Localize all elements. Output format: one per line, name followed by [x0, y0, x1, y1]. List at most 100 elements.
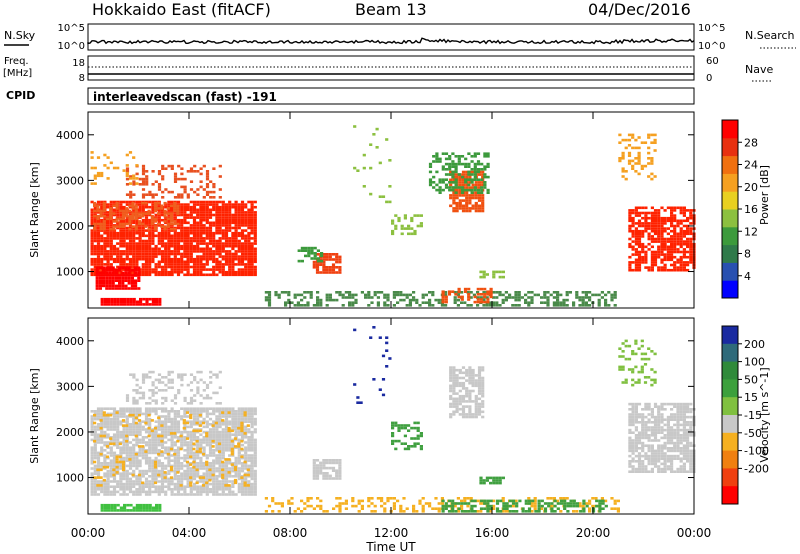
- power-cell: [237, 239, 241, 243]
- power-cell: [208, 231, 213, 235]
- power-cell: [452, 196, 456, 200]
- power-cell: [221, 221, 225, 225]
- power-cell: [157, 247, 161, 251]
- velocity-cell: [112, 425, 117, 429]
- velocity-cell: [122, 415, 126, 418]
- power-cell: [183, 211, 187, 214]
- power-cell: [476, 287, 480, 291]
- power-cell: [228, 211, 232, 214]
- velocity-cell: [134, 452, 138, 456]
- velocity-cell: [410, 437, 414, 440]
- velocity-cell: [247, 438, 251, 442]
- power-cell: [202, 200, 206, 204]
- power-cell: [424, 293, 428, 297]
- velocity-cell: [215, 410, 219, 413]
- power-cell: [234, 244, 238, 248]
- velocity-cell: [141, 378, 146, 382]
- power-cell: [689, 209, 693, 212]
- velocity-cell: [128, 425, 133, 429]
- velocity-cell: [208, 472, 213, 475]
- velocity-cell: [199, 451, 203, 455]
- power-cell: [107, 300, 111, 304]
- power-cell: [228, 268, 232, 271]
- power-cell: [682, 268, 686, 272]
- power-cell: [95, 274, 99, 277]
- power-cell: [657, 211, 661, 215]
- velocity-cell: [221, 460, 225, 464]
- velocity-cell: [228, 475, 232, 478]
- velocity-cell: [116, 509, 120, 512]
- power-cell: [234, 237, 238, 240]
- velocity-cell: [164, 433, 168, 436]
- velocity-cell: [116, 425, 120, 429]
- velocity-cell: [93, 485, 97, 488]
- power-cell: [145, 177, 149, 181]
- velocity-cell: [100, 441, 104, 444]
- power-cell: [224, 224, 229, 227]
- power-cell: [141, 263, 145, 266]
- power-cell: [328, 253, 332, 256]
- power-cell: [673, 250, 677, 254]
- power-cell: [145, 170, 149, 173]
- power-cell: [250, 244, 254, 248]
- velocity-cell: [128, 430, 133, 434]
- velocity-cell: [109, 438, 113, 442]
- power-cell: [96, 200, 101, 204]
- power-cell: [637, 146, 641, 150]
- power-cell: [173, 239, 177, 243]
- velocity-cell: [151, 394, 155, 397]
- power-cell: [682, 206, 686, 210]
- power-cell: [240, 221, 245, 225]
- power-cell: [151, 257, 155, 261]
- power-cell: [250, 257, 254, 261]
- power-cell: [483, 287, 487, 291]
- power-cell: [112, 260, 117, 264]
- velocity-cell: [141, 475, 145, 478]
- power-cell: [316, 291, 320, 294]
- power-cell: [650, 159, 654, 163]
- power-cell: [621, 157, 625, 160]
- power-cell: [464, 188, 468, 192]
- velocity-cell: [221, 456, 225, 460]
- power-cell: [474, 196, 478, 200]
- power-cell: [116, 247, 120, 251]
- power-cell: [215, 257, 219, 261]
- power-cell: [189, 205, 193, 209]
- power-cell: [476, 293, 480, 296]
- power-cell: [167, 252, 171, 256]
- power-cell: [673, 255, 677, 259]
- power-cell: [121, 271, 125, 275]
- power-cell: [244, 229, 248, 232]
- colorbar-tick-label: 4: [744, 270, 751, 283]
- power-cell: [180, 205, 184, 209]
- power-cell: [132, 174, 136, 178]
- power-cell: [237, 218, 241, 222]
- velocity-cell: [224, 407, 229, 410]
- velocity-cell: [183, 485, 187, 488]
- velocity-cell: [103, 475, 107, 478]
- velocity-cell: [244, 456, 248, 460]
- velocity-cell: [221, 451, 225, 455]
- velocity-cell: [247, 449, 251, 452]
- velocity-cell: [142, 503, 146, 507]
- velocity-cell: [215, 441, 219, 444]
- power-cell: [177, 193, 181, 196]
- power-cell: [218, 260, 222, 264]
- power-cell: [481, 204, 485, 208]
- velocity-cell: [227, 411, 231, 414]
- velocity-cell: [96, 482, 101, 486]
- power-cell: [103, 300, 107, 304]
- power-cell: [413, 214, 417, 217]
- velocity-cell: [202, 430, 206, 434]
- power-cell: [641, 211, 645, 215]
- velocity-cell: [335, 477, 339, 480]
- power-cell: [164, 221, 168, 225]
- velocity-cell: [160, 482, 165, 486]
- velocity-cell: [141, 488, 145, 491]
- velocity-cell: [212, 480, 216, 483]
- power-cell: [650, 172, 654, 176]
- velocity-cell: [100, 417, 104, 421]
- power-cell: [148, 265, 152, 269]
- power-cell: [205, 170, 210, 173]
